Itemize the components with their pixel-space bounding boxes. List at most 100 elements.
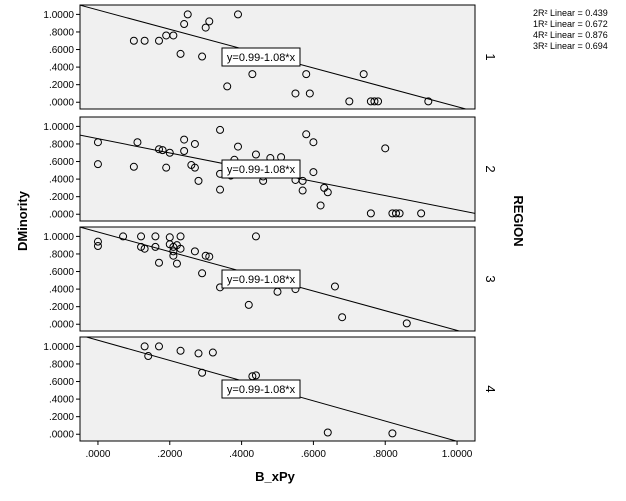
panel-1: .0000 .2000 .4000 .6000 .8000 1.0000 y=0.99-1.… bbox=[43, 4, 498, 110]
data-point bbox=[208, 348, 217, 357]
data-point bbox=[374, 97, 383, 106]
data-point bbox=[198, 269, 207, 278]
data-point bbox=[395, 209, 404, 218]
data-point bbox=[305, 89, 314, 98]
y-tick-label: .2000 bbox=[49, 192, 74, 203]
data-point bbox=[151, 242, 160, 251]
data-point bbox=[216, 185, 225, 194]
data-point bbox=[316, 201, 325, 210]
y-tick-label: .4000 bbox=[49, 63, 74, 74]
equation-box bbox=[221, 47, 301, 67]
data-point bbox=[140, 36, 149, 45]
data-point bbox=[155, 258, 163, 267]
panels-layer: .0000.2000.4000.6000.80001.0000y=0.99-1.… bbox=[43, 4, 498, 442]
panel-region-label: 1 bbox=[483, 53, 498, 60]
data-point bbox=[323, 188, 332, 197]
data-point bbox=[176, 244, 185, 253]
data-point bbox=[298, 186, 307, 195]
data-point bbox=[205, 17, 214, 26]
y-tick-label: .2000 bbox=[49, 80, 74, 91]
data-point bbox=[93, 237, 102, 246]
data-point bbox=[248, 70, 257, 79]
data-point bbox=[309, 138, 318, 147]
data-point bbox=[190, 163, 199, 172]
data-point bbox=[190, 139, 199, 148]
data-point bbox=[129, 36, 138, 45]
panel-region-label: 4 bbox=[483, 385, 498, 392]
y-tick-label: .8000 bbox=[49, 359, 74, 370]
data-point bbox=[155, 36, 163, 45]
y-tick-label: .8000 bbox=[49, 249, 74, 260]
data-point bbox=[201, 23, 210, 32]
data-point bbox=[183, 10, 192, 19]
data-point bbox=[366, 209, 375, 218]
y-tick-label: .2000 bbox=[49, 302, 74, 313]
y-tick-label: .6000 bbox=[49, 267, 74, 278]
data-point bbox=[176, 232, 185, 241]
data-point bbox=[216, 125, 225, 134]
data-point bbox=[133, 138, 142, 147]
y-tick-label: .8000 bbox=[49, 139, 74, 150]
data-point bbox=[190, 247, 199, 256]
x-axis: .0000 .2000 .4000 .6000 .8000 1.0000 bbox=[85, 441, 473, 460]
y-tick-label: .0000 bbox=[49, 210, 74, 221]
equation-box bbox=[221, 379, 301, 399]
y-tick-label: .8000 bbox=[49, 27, 74, 38]
data-point bbox=[140, 244, 149, 253]
data-point bbox=[251, 232, 260, 241]
data-point bbox=[198, 368, 207, 377]
data-point bbox=[93, 138, 102, 147]
y-tick-label: 1.0000 bbox=[43, 342, 74, 353]
data-point bbox=[424, 97, 433, 106]
data-point bbox=[370, 97, 379, 106]
equation-box bbox=[221, 159, 301, 179]
data-point bbox=[198, 52, 207, 61]
x-tick-label: .8000 bbox=[373, 449, 398, 460]
data-point bbox=[201, 251, 210, 260]
equation-label: y=0.99-1.08*x bbox=[227, 164, 296, 176]
data-point bbox=[172, 259, 181, 268]
data-point bbox=[151, 232, 160, 241]
data-point bbox=[169, 251, 178, 260]
data-point bbox=[388, 429, 397, 438]
data-point bbox=[119, 232, 128, 241]
y-tick-label: .6000 bbox=[49, 157, 74, 168]
y-tick-label: .0000 bbox=[49, 320, 74, 331]
data-point bbox=[129, 162, 138, 171]
data-point bbox=[180, 146, 189, 155]
data-point bbox=[223, 82, 232, 91]
y-tick-label: .0000 bbox=[49, 430, 74, 441]
data-point bbox=[251, 371, 260, 380]
data-point bbox=[93, 242, 102, 251]
x-tick-label: 1.0000 bbox=[442, 449, 473, 460]
y-tick-label: .6000 bbox=[49, 377, 74, 388]
y-axis-title: DMinority bbox=[15, 190, 30, 251]
data-point bbox=[155, 145, 163, 154]
data-point bbox=[302, 130, 311, 139]
legend-entry: 1R² Linear = 0.672 bbox=[533, 19, 608, 29]
equation-label: y=0.99-1.08*x bbox=[227, 52, 296, 64]
data-point bbox=[345, 97, 354, 106]
x-tick-label: .2000 bbox=[157, 449, 182, 460]
data-point bbox=[155, 342, 163, 351]
data-point bbox=[244, 300, 253, 309]
data-point bbox=[176, 346, 185, 355]
data-point bbox=[392, 209, 400, 218]
x-tick-label: .4000 bbox=[229, 449, 254, 460]
legend-entry: 3R² Linear = 0.694 bbox=[533, 41, 608, 51]
data-point bbox=[298, 176, 307, 185]
data-point bbox=[144, 352, 153, 361]
data-point bbox=[291, 89, 300, 98]
data-point bbox=[140, 342, 149, 351]
data-point bbox=[180, 20, 189, 29]
data-point bbox=[169, 247, 178, 256]
equation-box bbox=[221, 269, 301, 289]
y-tick-label: .4000 bbox=[49, 175, 74, 186]
data-point bbox=[93, 160, 102, 169]
y-tick-label: 1.0000 bbox=[43, 10, 74, 21]
data-point bbox=[194, 349, 203, 358]
data-point bbox=[137, 232, 146, 241]
data-point bbox=[417, 209, 426, 218]
data-point bbox=[162, 163, 171, 172]
